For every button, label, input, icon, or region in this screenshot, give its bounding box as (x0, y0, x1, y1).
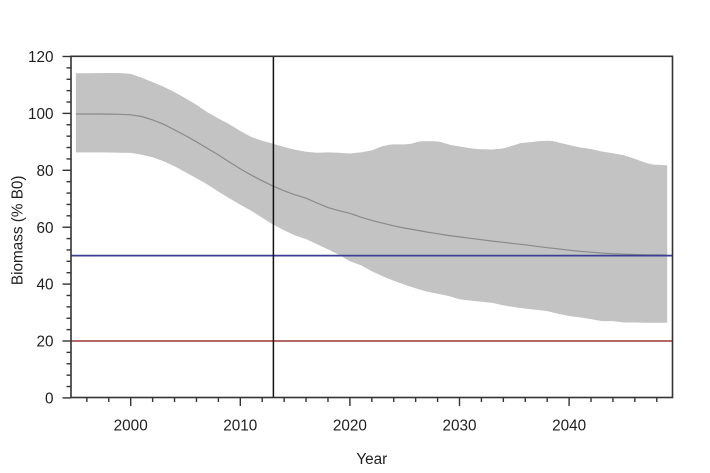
svg-text:Biomass (% B0): Biomass (% B0) (9, 175, 26, 285)
svg-text:60: 60 (36, 220, 53, 237)
svg-text:120: 120 (28, 49, 54, 66)
svg-text:2010: 2010 (223, 418, 257, 435)
svg-text:0: 0 (45, 391, 54, 408)
svg-text:40: 40 (36, 277, 53, 294)
svg-text:Year: Year (356, 451, 387, 468)
svg-text:80: 80 (36, 163, 53, 180)
svg-text:100: 100 (28, 106, 54, 123)
svg-text:2040: 2040 (552, 418, 586, 435)
svg-text:2030: 2030 (442, 418, 476, 435)
svg-text:2000: 2000 (114, 418, 148, 435)
svg-text:2020: 2020 (333, 418, 367, 435)
svg-text:20: 20 (36, 334, 53, 351)
